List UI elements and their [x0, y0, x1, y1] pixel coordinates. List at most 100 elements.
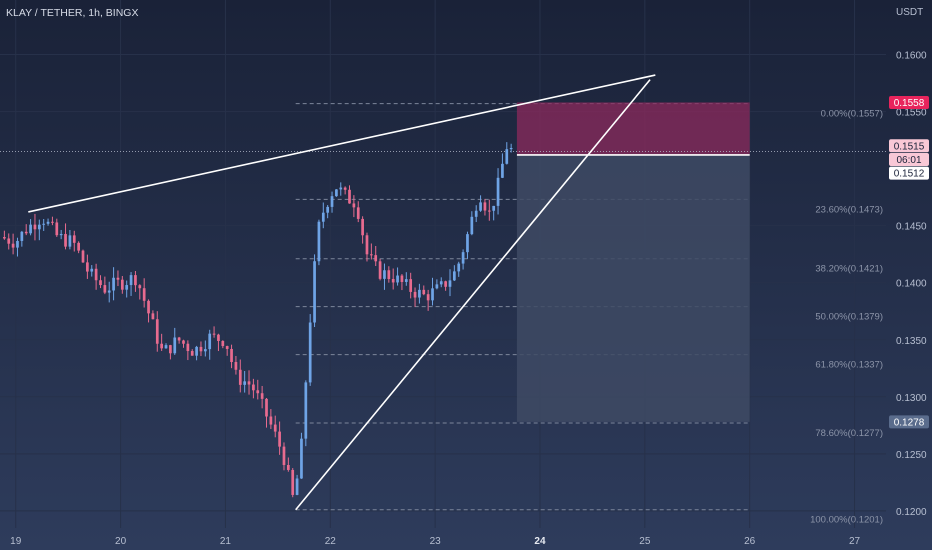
candle-body-13 [59, 233, 63, 236]
y-axis-unit: USDT [896, 7, 923, 18]
candle-body-18 [81, 250, 85, 263]
candle-body-68 [300, 438, 303, 479]
candle-body-69 [304, 382, 308, 439]
fib-label-5: 78.60%(0.1277) [815, 428, 883, 439]
candle-body-63 [278, 431, 281, 447]
candle-body-76 [335, 189, 338, 197]
candle-body-24 [107, 290, 111, 293]
candle-body-67 [295, 478, 299, 495]
candle-body-53 [234, 362, 238, 370]
candle-body-0 [3, 237, 6, 239]
y-tick-label-5: 0.1300 [896, 393, 927, 404]
candle-body-96 [422, 289, 426, 295]
candle-body-103 [453, 271, 456, 281]
candle-body-71 [313, 261, 316, 323]
candle-body-93 [409, 279, 413, 292]
fib-label-4: 61.80%(0.1337) [815, 360, 883, 371]
candle-body-75 [330, 196, 334, 207]
candle-body-83 [365, 235, 369, 255]
candle-body-110 [483, 202, 487, 211]
trend-lines[interactable] [28, 74, 656, 511]
candle-body-101 [444, 281, 447, 287]
x-tick-label-2: 21 [220, 536, 232, 547]
candle-body-56 [247, 381, 251, 385]
candle-body-16 [72, 235, 76, 243]
candle-body-99 [435, 284, 439, 289]
candle-body-19 [86, 262, 89, 272]
candle-body-21 [94, 268, 98, 281]
candle-body-97 [426, 294, 430, 301]
candle-body-78 [343, 187, 347, 190]
y-tick-label-3: 0.1400 [896, 279, 927, 290]
stop-loss-zone [516, 102, 750, 155]
candle-body-6 [29, 224, 32, 234]
candle-body-92 [404, 279, 408, 282]
candle-body-73 [321, 212, 325, 222]
candle-body-55 [243, 381, 247, 385]
x-tick-label-7: 26 [744, 536, 756, 547]
candle-body-65 [286, 464, 290, 470]
fib-label-2: 38.20%(0.1421) [815, 264, 883, 275]
candle-body-60 [265, 398, 268, 417]
chart-title: KLAY / TETHER, 1h, BINGX [6, 7, 138, 19]
trend-line-1 [295, 79, 651, 511]
candle-body-113 [496, 177, 500, 206]
candle-body-42 [186, 343, 190, 352]
candle-body-28 [125, 285, 129, 290]
candle-body-7 [33, 224, 37, 230]
candle-body-79 [348, 189, 351, 204]
x-tick-label-6: 25 [639, 536, 651, 547]
candle-body-51 [225, 346, 229, 349]
price-tag-bg-1 [889, 139, 929, 153]
candle-body-26 [116, 277, 120, 280]
candle-body-66 [291, 469, 295, 495]
candle-body-61 [269, 416, 273, 425]
candle-body-20 [90, 268, 94, 272]
price-tag-label-4: 0.1278 [894, 417, 925, 428]
candle-body-15 [68, 235, 72, 247]
candle-body-31 [138, 285, 142, 289]
price-tag-label-2: 06:01 [896, 155, 921, 166]
candle-body-35 [155, 319, 159, 344]
candle-body-52 [230, 348, 233, 363]
price-tag-label-0: 0.1558 [894, 98, 925, 109]
price-tag-bg-0 [889, 95, 929, 109]
x-tick-label-0: 19 [10, 536, 22, 547]
candle-body-30 [134, 275, 137, 286]
candle-body-5 [24, 231, 28, 234]
candle-body-106 [466, 234, 469, 253]
candle-body-12 [55, 222, 59, 236]
candle-body-23 [103, 285, 107, 293]
candle-body-47 [208, 333, 212, 350]
candle-body-36 [160, 343, 164, 349]
candle-body-109 [479, 202, 482, 211]
x-tick-label-1: 20 [115, 536, 127, 547]
candle-body-85 [374, 255, 378, 262]
candle-body-34 [151, 313, 155, 320]
short-position-tool[interactable] [0, 102, 886, 422]
candle-body-64 [282, 446, 286, 465]
y-tick-label-1: 0.1550 [896, 108, 927, 119]
candle-body-44 [195, 346, 198, 356]
candle-body-74 [326, 206, 330, 213]
candle-body-4 [20, 231, 24, 241]
candle-body-8 [37, 224, 41, 230]
candle-body-39 [173, 337, 177, 354]
fib-label-6: 100.00%(0.1201) [810, 515, 883, 526]
price-tag-label-3: 0.1512 [894, 169, 925, 180]
candle-body-95 [418, 289, 421, 298]
candle-body-3 [16, 240, 19, 248]
candle-body-32 [142, 288, 146, 301]
candle-body-45 [199, 346, 203, 352]
candle-body-102 [448, 280, 452, 287]
candle-body-70 [308, 322, 312, 383]
candle-body-77 [339, 187, 343, 190]
candle-body-62 [273, 424, 277, 432]
candle-body-94 [413, 291, 417, 298]
candle-body-14 [64, 233, 67, 247]
candle-body-90 [396, 275, 399, 283]
y-tick-label-6: 0.1250 [896, 450, 927, 461]
